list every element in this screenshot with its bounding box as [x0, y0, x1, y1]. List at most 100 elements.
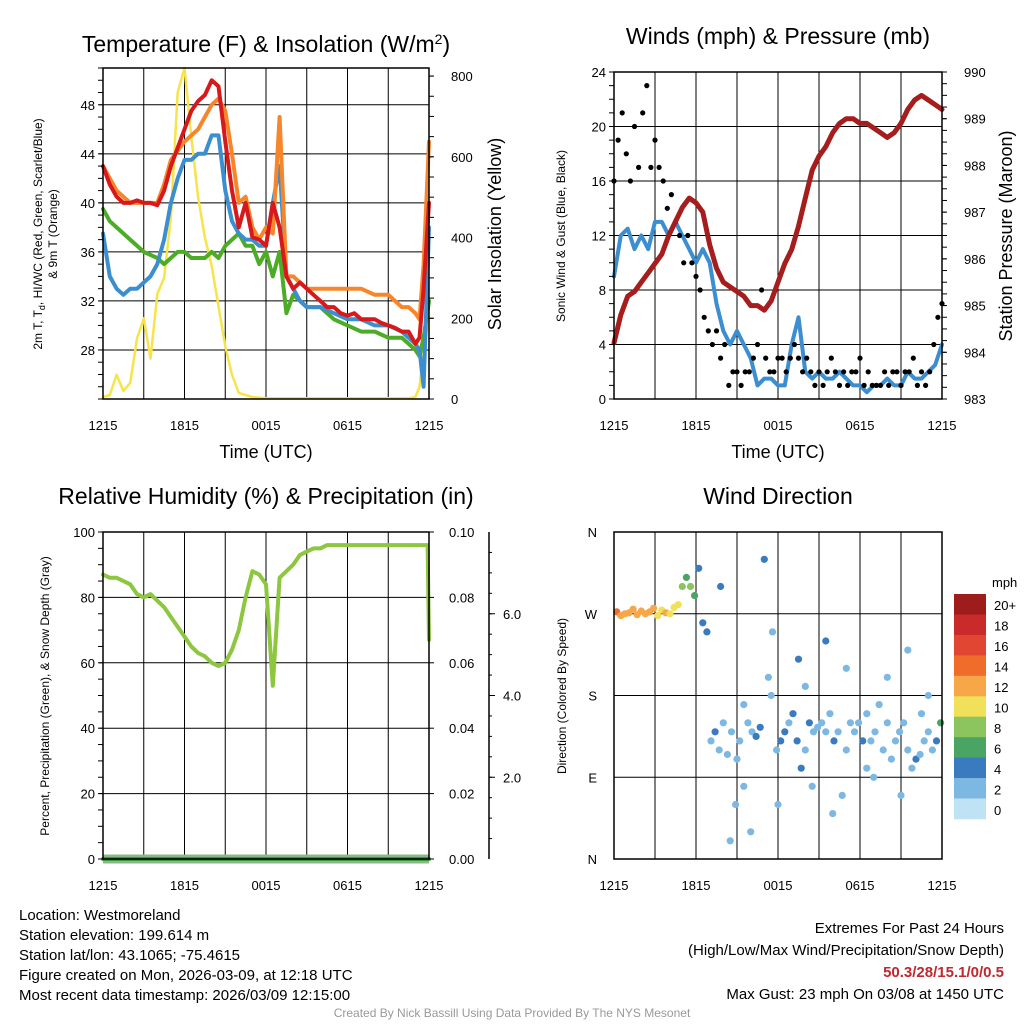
- colorbar-label: 0: [994, 803, 1001, 818]
- direction-point: [686, 582, 695, 591]
- colorbar-swatch: [954, 778, 986, 799]
- direction-point: [896, 728, 904, 736]
- direction-point: [785, 719, 793, 727]
- gust-point: [845, 382, 851, 388]
- direction-point: [904, 646, 912, 654]
- gust-point: [808, 369, 814, 375]
- direction-point: [674, 601, 682, 609]
- x-tick-label: 1815: [170, 418, 199, 433]
- y-tick-label-left: 44: [81, 147, 95, 162]
- gust-point: [779, 355, 785, 361]
- winds-ylabel-left: Sonic Wind & Gust (Blue, Black): [554, 150, 568, 322]
- humidity-ylabel-left: Percent, Precipitation (Green), & Snow D…: [38, 556, 52, 835]
- gust-point: [722, 341, 728, 348]
- gust-point: [935, 314, 941, 320]
- gust-point: [718, 355, 724, 361]
- direction-point: [752, 732, 760, 741]
- gust-point: [627, 178, 634, 184]
- y-tick-label-left: 12: [592, 229, 606, 244]
- gust-point: [795, 355, 802, 361]
- direction-point: [924, 691, 932, 700]
- precip-tick-label: 0.04: [449, 721, 474, 736]
- gust-point: [841, 369, 847, 375]
- direction-point: [797, 764, 805, 772]
- y-tick-label-left: 36: [81, 245, 95, 260]
- direction-title: Wind Direction: [703, 483, 853, 509]
- y-tick-label-left: 100: [73, 525, 95, 540]
- y-tick-label-left: 48: [81, 98, 95, 113]
- winds-title: Winds (mph) & Pressure (mb): [626, 23, 930, 49]
- direction-point: [937, 719, 945, 727]
- direction-point: [826, 710, 834, 718]
- credit-text: Created By Nick Bassill Using Data Provi…: [333, 1006, 691, 1020]
- gust-point: [656, 164, 662, 170]
- temperature-title: Temperature (F) & Insolation (W/m2): [82, 31, 450, 57]
- temperature-ylabel-left: 2m T, Td, HI/WC (Red, Green, Scarlet/Blu…: [31, 118, 47, 349]
- direction-point: [747, 828, 755, 836]
- colorbar-title: mph: [992, 575, 1017, 590]
- precip-tick-label: 0.06: [449, 656, 474, 671]
- direction-point: [808, 782, 816, 790]
- direction-point: [707, 737, 715, 745]
- gust-point: [705, 328, 711, 334]
- colorbar-swatch: [954, 675, 986, 697]
- temperature-ylabel-right: Solar Insolation (Yellow): [485, 138, 505, 330]
- precip-tick-label: 0.10: [449, 525, 474, 540]
- temperature-plot-frame: [102, 67, 430, 400]
- x-tick-label: 0615: [846, 878, 875, 893]
- direction-point: [801, 682, 809, 691]
- direction-point: [916, 750, 924, 759]
- winds-grid: [614, 71, 942, 400]
- direction-point: [760, 555, 768, 563]
- colorbar-label: 6: [994, 741, 1001, 756]
- direction-point: [867, 737, 875, 745]
- humidity-panel: Relative Humidity (%) & Precipitation (i…: [38, 483, 521, 893]
- gust-point: [820, 382, 826, 388]
- gust-point: [927, 369, 933, 375]
- gust-point: [791, 341, 798, 348]
- gust-point: [771, 369, 777, 375]
- gust-point: [869, 382, 875, 388]
- x-tick-label: 0615: [846, 418, 875, 433]
- colorbar-label: 10: [994, 701, 1008, 716]
- created-text: Figure created on Mon, 2026-03-09, at 12…: [19, 967, 353, 984]
- y-tick-label-right: 983: [964, 392, 986, 407]
- direction-point: [756, 723, 764, 731]
- direction-point: [932, 737, 941, 745]
- gust-point: [664, 205, 670, 211]
- y-tick-label-right: 800: [451, 69, 473, 84]
- direction-tick-label: W: [585, 607, 598, 622]
- x-tick-label: 0015: [252, 418, 281, 433]
- x-tick-label: 1215: [415, 878, 444, 893]
- gust-point: [763, 355, 769, 361]
- colorbar-swatch: [954, 655, 986, 677]
- direction-point: [863, 710, 871, 718]
- colorbar-swatch: [954, 594, 986, 615]
- direction-point: [829, 810, 837, 818]
- gust-point: [697, 287, 703, 293]
- gust-point: [787, 355, 793, 361]
- y-tick-label-left: 16: [592, 174, 606, 189]
- direction-point: [883, 673, 891, 681]
- direction-point: [805, 719, 814, 727]
- direction-point: [726, 837, 734, 845]
- y-tick-label-left: 0: [88, 852, 95, 867]
- direction-point: [794, 655, 803, 663]
- gust-point: [890, 369, 896, 375]
- direction-grid: [614, 531, 942, 860]
- colorbar-label: 12: [994, 680, 1008, 695]
- y-tick-label-left: 40: [81, 721, 95, 736]
- gust-point: [730, 369, 736, 375]
- direction-point: [871, 728, 879, 736]
- colorbar-swatch: [954, 614, 986, 636]
- direction-ylabel-left: Direction (Colored By Speed): [555, 618, 569, 774]
- gust-point: [681, 260, 687, 266]
- y-tick-label-right: 988: [964, 158, 986, 173]
- gust-point: [836, 382, 843, 388]
- direction-point: [822, 637, 830, 645]
- gust-point: [619, 110, 625, 116]
- direction-point: [838, 791, 846, 800]
- extremes-subheading: (High/Low/Max Wind/Precipitation/Snow De…: [688, 942, 1004, 959]
- gust-point: [812, 382, 818, 388]
